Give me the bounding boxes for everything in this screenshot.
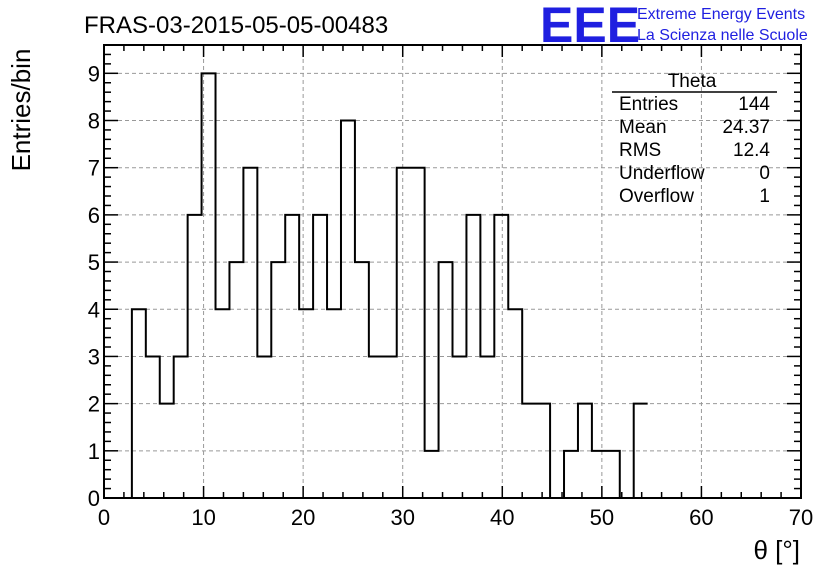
histogram-bin (425, 451, 439, 498)
y-tick-label: 0 (88, 486, 100, 511)
stats-rows: Entries 144 Mean 24.37 RMS 12.4 Underflow 0 Over… (619, 94, 770, 207)
histogram-bin (202, 73, 216, 498)
stats-row-value: 12.4 (733, 140, 770, 161)
histogram-bin (508, 309, 522, 498)
x-axis-label: θ [°] (753, 535, 800, 565)
stats-row-label: Underflow (619, 163, 705, 184)
histogram-bin (216, 309, 230, 498)
stats-row-value: 0 (759, 163, 770, 184)
logo-line-1: Extreme Energy Events (637, 6, 805, 23)
stats-row-value: 144 (738, 94, 770, 115)
histogram-bin (257, 356, 271, 498)
histogram-bin (146, 356, 160, 498)
x-tick-label: 40 (490, 505, 514, 530)
histogram-bin (174, 356, 188, 498)
histogram-bin (383, 356, 397, 498)
histogram-bin (355, 262, 369, 498)
y-tick-label: 3 (88, 344, 100, 369)
histogram-bin (466, 215, 480, 498)
axes (103, 44, 802, 499)
histogram-bin (327, 309, 341, 498)
histogram-bin (411, 168, 425, 498)
stats-title: Theta (668, 71, 717, 92)
histogram-bin (536, 404, 550, 498)
y-axis-label: Entries/bin (6, 49, 36, 172)
y-tick-label: 5 (88, 250, 100, 275)
histogram-bars (104, 72, 648, 499)
histogram-bin (271, 262, 285, 498)
histogram-bin (592, 451, 606, 498)
y-tick-label: 6 (88, 203, 100, 228)
x-tick-label: 70 (789, 505, 813, 530)
histogram-bin (229, 262, 243, 498)
stats-row-value: 24.37 (722, 117, 770, 138)
histogram-bin (453, 356, 467, 498)
y-tick-label: 8 (88, 109, 100, 134)
y-tick-label: 2 (88, 392, 100, 417)
histogram-bin (243, 168, 257, 498)
stats-box: Theta Entries 144 Mean 24.37 RMS 12.4 Underflo… (612, 71, 777, 207)
histogram-bin (299, 309, 313, 498)
y-tick-label: 9 (88, 61, 100, 86)
histogram-bin (397, 168, 411, 498)
logo-line-2: La Scienza nelle Scuole (637, 27, 808, 44)
stats-row-value: 1 (759, 186, 770, 207)
stats-row-label: RMS (619, 140, 661, 161)
histogram-bin (285, 215, 299, 498)
stats-row-label: Overflow (619, 186, 694, 207)
histogram-bin (188, 215, 202, 498)
y-tick-label: 1 (88, 439, 100, 464)
histogram-bin (634, 404, 648, 498)
histogram-bin (160, 404, 174, 498)
histogram-bin (606, 451, 620, 498)
x-tick-label: 10 (191, 505, 215, 530)
y-tick-label: 7 (88, 156, 100, 181)
histogram-bin (369, 356, 383, 498)
grid (104, 45, 801, 498)
histogram-bin (564, 451, 578, 498)
histogram-bin (480, 356, 494, 498)
histogram-bin (313, 215, 327, 498)
eee-logo: EEE Extreme Energy Events La Scienza nel… (540, 0, 808, 53)
x-tick-label: 20 (291, 505, 315, 530)
x-tick-label: 0 (98, 505, 110, 530)
histogram-bin (132, 309, 146, 498)
stats-row-label: Entries (619, 94, 678, 115)
stats-row-label: Mean (619, 117, 667, 138)
y-tick-label: 4 (88, 297, 100, 322)
x-tick-label: 50 (590, 505, 614, 530)
histogram-bin (341, 121, 355, 499)
histogram-bin (522, 404, 536, 498)
x-tick-label: 30 (390, 505, 414, 530)
x-tick-label: 60 (689, 505, 713, 530)
histogram-bin (439, 262, 453, 498)
histogram-bin (578, 404, 592, 498)
chart-title: FRAS-03-2015-05-05-00483 (84, 12, 388, 39)
histogram-bin (494, 215, 508, 498)
